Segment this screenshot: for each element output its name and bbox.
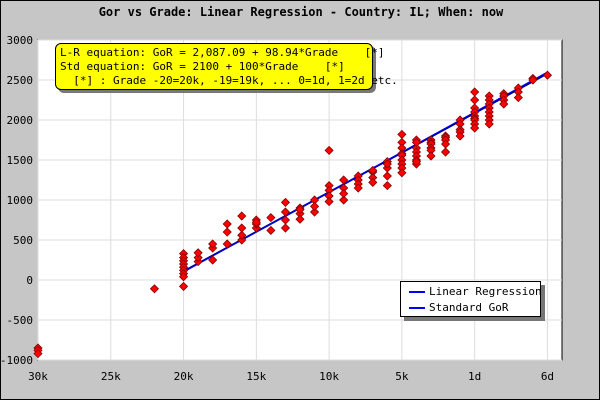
data-point	[309, 201, 320, 211]
data-point	[237, 211, 247, 221]
data-point	[382, 181, 392, 191]
y-tick-label: 1500	[7, 154, 34, 167]
data-point	[542, 70, 553, 80]
data-point	[237, 230, 247, 240]
x-tick-label: 25k	[101, 370, 121, 383]
data-point	[295, 214, 305, 224]
data-point	[513, 93, 523, 103]
legend-entry-linear-regression: Linear Regression	[401, 284, 542, 300]
x-tick-label: 10k	[319, 370, 339, 383]
data-point	[208, 239, 218, 249]
x-tick-label: 30k	[28, 370, 48, 383]
std-equation-label: Std equation: GoR = 2100 + 100*Grade [*]	[60, 60, 345, 73]
y-tick-label: -1000	[0, 354, 33, 367]
data-point	[251, 217, 261, 227]
lr-equation-label: L-R equation: GoR = 2,087.09 + 98.94*Gra…	[60, 46, 385, 59]
data-point	[339, 175, 349, 185]
x-tick-label: 20k	[174, 370, 194, 383]
data-point	[237, 235, 247, 245]
data-point	[339, 189, 349, 199]
data-point	[426, 151, 436, 161]
data-point	[470, 123, 480, 133]
x-tick-label: 15k	[246, 370, 266, 383]
equation-annotation-box: L-R equation: GoR = 2,087.09 + 98.94*Gra…	[55, 43, 398, 90]
data-point	[222, 219, 232, 229]
data-point	[440, 147, 451, 157]
y-tick-label: 500	[13, 234, 33, 247]
data-point	[499, 99, 509, 109]
data-point	[368, 177, 378, 187]
data-point	[455, 131, 465, 141]
legend-swatch-standard-gor	[409, 307, 425, 309]
x-tick-label: 5k	[395, 370, 409, 383]
x-tick-label: 6d	[541, 370, 554, 383]
y-tick-label: 3000	[7, 34, 34, 47]
data-point	[178, 272, 189, 282]
data-point	[397, 168, 407, 178]
data-point	[382, 159, 392, 169]
data-point	[193, 248, 203, 258]
y-tick-label: 2500	[7, 74, 34, 87]
data-point	[237, 223, 247, 233]
data-point	[484, 119, 494, 129]
data-point	[324, 197, 334, 207]
y-tick-label: 2000	[7, 114, 34, 127]
data-point	[149, 284, 160, 294]
data-point	[33, 349, 43, 359]
data-point	[178, 281, 189, 291]
data-point	[309, 207, 320, 217]
legend-swatch-linear-regression	[409, 291, 425, 293]
legend-label-standard-gor: Standard GoR	[429, 301, 509, 314]
y-tick-label: -500	[7, 314, 34, 327]
y-tick-label: 1000	[7, 194, 34, 207]
grade-note-label: [*] : Grade -20=20k, -19=19k, ... 0=1d, …	[60, 74, 398, 87]
chart-legend: Linear Regression Standard GoR	[400, 281, 542, 317]
data-point	[266, 213, 276, 223]
data-point	[411, 137, 422, 147]
data-point	[528, 75, 538, 85]
data-point	[295, 205, 305, 215]
data-point	[208, 255, 218, 265]
x-tick-label: 1d	[468, 370, 481, 383]
legend-label-linear-regression: Linear Regression	[429, 285, 542, 298]
data-point	[222, 227, 232, 237]
data-point	[368, 165, 378, 175]
data-point	[266, 225, 276, 235]
chart-title: Gor vs Grade: Linear Regression - Countr…	[98, 5, 504, 19]
data-point	[280, 197, 291, 207]
data-point	[193, 253, 203, 263]
data-point	[280, 223, 291, 233]
data-point	[339, 195, 349, 205]
data-points	[33, 70, 553, 359]
legend-entry-standard-gor: Standard GoR	[401, 300, 540, 316]
axis-ticks: -1000 -500 0 500 1000 1500 2000 2500 3000 30k 25k 2…	[0, 34, 554, 383]
y-tick-label: 0	[26, 274, 33, 287]
data-point	[382, 171, 392, 181]
data-point	[324, 145, 334, 155]
data-point	[353, 183, 363, 193]
data-point	[411, 157, 422, 167]
data-point	[222, 239, 232, 249]
